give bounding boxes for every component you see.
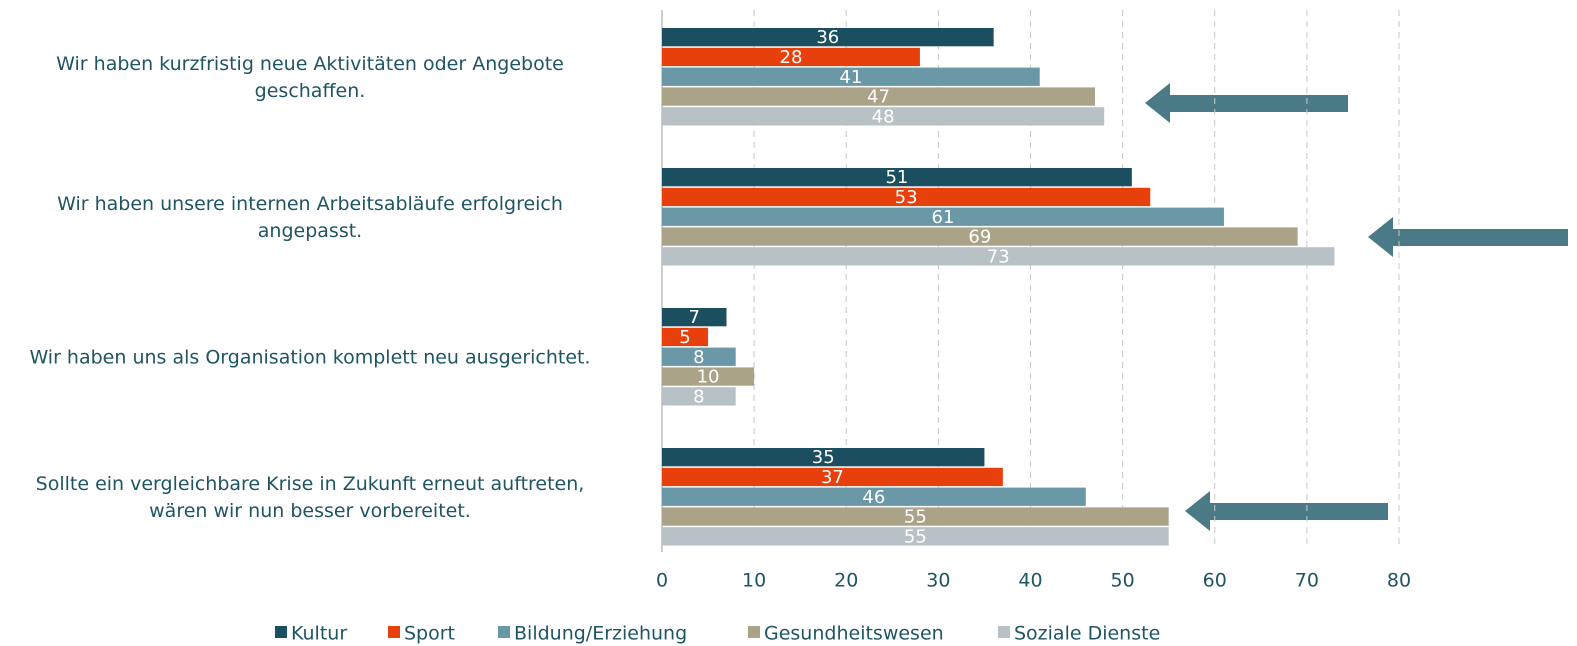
value-label: 51 [885,167,908,188]
legend-label: Soziale Dienste [1014,623,1160,645]
legend-swatch [498,626,510,638]
value-label: 28 [780,47,803,68]
arrow [1185,491,1388,531]
bar [662,527,1169,546]
bar [662,107,1105,126]
bar [662,67,1040,86]
value-label: 47 [867,87,890,108]
legend-swatch [748,626,760,638]
bar [662,168,1132,187]
category-label: Wir haben uns als Organisation komplett … [29,346,591,368]
bar [662,448,985,467]
value-label: 48 [872,106,895,127]
legend-swatch [388,626,400,638]
bar [662,28,994,47]
value-label: 7 [689,307,700,328]
legend-label: Sport [404,623,455,645]
category-label: Sollte ein vergleichbare Krise in Zukunf… [35,472,585,522]
bar [662,187,1151,207]
bar [662,487,1086,506]
bar [662,387,736,406]
value-label: 37 [821,467,844,488]
x-tick-label: 50 [1111,570,1135,592]
bar [662,308,727,327]
category-label: Wir haben kurzfristig neue Aktivitäten o… [56,52,564,102]
value-label: 5 [679,327,690,348]
value-label: 10 [697,367,720,388]
category-label: Wir haben unsere internen Arbeitsabläufe… [57,192,563,242]
x-tick-label: 10 [742,570,766,592]
x-tick-label: 80 [1387,570,1411,592]
value-label: 36 [816,27,839,48]
bar [662,87,1095,106]
value-label: 73 [987,246,1010,267]
bar [662,207,1224,226]
x-tick-label: 70 [1295,570,1319,592]
value-label: 55 [904,526,927,547]
legend-swatch [998,626,1010,638]
arrow [1368,217,1568,257]
value-label: 53 [895,187,918,208]
value-label: 8 [693,347,704,368]
x-tick-label: 40 [1018,570,1042,592]
value-label: 41 [839,67,862,88]
value-label: 55 [904,507,927,528]
x-tick-label: 60 [1203,570,1227,592]
value-label: 35 [812,447,835,468]
value-label: 69 [968,227,991,248]
arrow [1145,83,1348,123]
bar [662,247,1335,266]
bar [662,367,755,386]
legend-label: Bildung/Erziehung [514,623,687,645]
legend-label: Gesundheitswesen [764,623,944,645]
legend-swatch [275,626,287,638]
bar [662,467,1003,487]
x-tick-label: 30 [926,570,950,592]
legend-label: Kultur [291,623,347,645]
value-label: 61 [932,207,955,228]
value-label: 46 [862,487,885,508]
bar [662,327,709,347]
value-label: 8 [693,386,704,407]
bar [662,227,1298,246]
x-tick-label: 20 [834,570,858,592]
bar [662,347,736,366]
bar [662,47,920,67]
bar [662,507,1169,526]
x-tick-label: 0 [656,570,668,592]
